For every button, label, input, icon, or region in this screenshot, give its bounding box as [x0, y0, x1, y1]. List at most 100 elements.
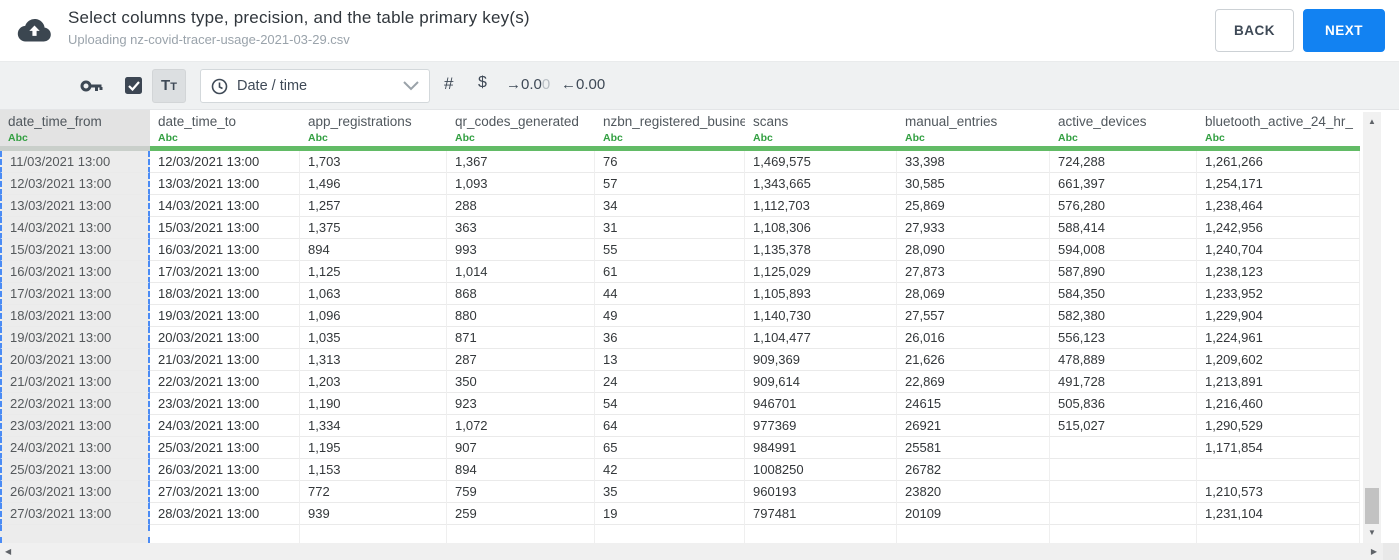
- primary-key-icon[interactable]: [79, 75, 104, 102]
- table-cell[interactable]: 1,104,477: [745, 327, 897, 349]
- table-cell[interactable]: [595, 525, 745, 543]
- table-cell[interactable]: 25/03/2021 13:00: [150, 437, 300, 459]
- table-cell[interactable]: 923: [447, 393, 595, 415]
- table-cell[interactable]: 1,014: [447, 261, 595, 283]
- table-cell[interactable]: 1,210,573: [1197, 481, 1360, 503]
- table-cell[interactable]: 26921: [897, 415, 1050, 437]
- table-cell[interactable]: 22/03/2021 13:00: [150, 371, 300, 393]
- table-cell[interactable]: 1,224,961: [1197, 327, 1360, 349]
- table-cell[interactable]: 34: [595, 195, 745, 217]
- column-header[interactable]: qr_codes_generated Abc: [447, 110, 595, 151]
- table-cell[interactable]: 23820: [897, 481, 1050, 503]
- table-cell[interactable]: [897, 525, 1050, 543]
- table-cell[interactable]: 1,703: [300, 151, 447, 173]
- table-cell[interactable]: 14/03/2021 13:00: [0, 217, 150, 239]
- table-cell[interactable]: 993: [447, 239, 595, 261]
- table-cell[interactable]: 288: [447, 195, 595, 217]
- table-cell[interactable]: 907: [447, 437, 595, 459]
- table-cell[interactable]: 505,836: [1050, 393, 1197, 415]
- table-cell[interactable]: [0, 525, 150, 543]
- table-cell[interactable]: 26/03/2021 13:00: [0, 481, 150, 503]
- table-cell[interactable]: 24615: [897, 393, 1050, 415]
- table-cell[interactable]: [150, 525, 300, 543]
- table-cell[interactable]: 478,889: [1050, 349, 1197, 371]
- table-cell[interactable]: 15/03/2021 13:00: [150, 217, 300, 239]
- column-header[interactable]: active_devices Abc: [1050, 110, 1197, 151]
- table-cell[interactable]: 49: [595, 305, 745, 327]
- table-cell[interactable]: 25581: [897, 437, 1050, 459]
- table-cell[interactable]: 1,063: [300, 283, 447, 305]
- table-cell[interactable]: 582,380: [1050, 305, 1197, 327]
- table-cell[interactable]: 16/03/2021 13:00: [150, 239, 300, 261]
- table-cell[interactable]: [745, 525, 897, 543]
- table-cell[interactable]: 576,280: [1050, 195, 1197, 217]
- table-cell[interactable]: 33,398: [897, 151, 1050, 173]
- table-cell[interactable]: 1,190: [300, 393, 447, 415]
- vertical-scrollbar[interactable]: ▲ ▼: [1363, 112, 1381, 543]
- table-cell[interactable]: 1,125,029: [745, 261, 897, 283]
- table-cell[interactable]: 1,334: [300, 415, 447, 437]
- column-header[interactable]: bluetooth_active_24_hr_ Abc: [1197, 110, 1360, 151]
- table-cell[interactable]: 1,112,703: [745, 195, 897, 217]
- table-cell[interactable]: 1,108,306: [745, 217, 897, 239]
- table-cell[interactable]: 797481: [745, 503, 897, 525]
- table-cell[interactable]: 24/03/2021 13:00: [150, 415, 300, 437]
- table-cell[interactable]: 1,216,460: [1197, 393, 1360, 415]
- table-cell[interactable]: 1,233,952: [1197, 283, 1360, 305]
- table-cell[interactable]: 1,153: [300, 459, 447, 481]
- table-cell[interactable]: 16/03/2021 13:00: [0, 261, 150, 283]
- column-header[interactable]: app_registrations Abc: [300, 110, 447, 151]
- scroll-left-arrow-icon[interactable]: ◀: [5, 547, 12, 556]
- table-cell[interactable]: 1,096: [300, 305, 447, 327]
- table-cell[interactable]: 27,557: [897, 305, 1050, 327]
- table-cell[interactable]: 18/03/2021 13:00: [0, 305, 150, 327]
- table-cell[interactable]: 13/03/2021 13:00: [150, 173, 300, 195]
- column-header[interactable]: scans Abc: [745, 110, 897, 151]
- table-cell[interactable]: 1,072: [447, 415, 595, 437]
- table-cell[interactable]: 977369: [745, 415, 897, 437]
- table-cell[interactable]: 1,469,575: [745, 151, 897, 173]
- table-cell[interactable]: 18/03/2021 13:00: [150, 283, 300, 305]
- table-cell[interactable]: 28,090: [897, 239, 1050, 261]
- column-selected-checkbox[interactable]: [125, 77, 142, 94]
- table-cell[interactable]: 57: [595, 173, 745, 195]
- table-cell[interactable]: 22,869: [897, 371, 1050, 393]
- table-cell[interactable]: 25/03/2021 13:00: [0, 459, 150, 481]
- table-cell[interactable]: 1,238,464: [1197, 195, 1360, 217]
- table-cell[interactable]: 1,261,266: [1197, 151, 1360, 173]
- table-cell[interactable]: 1,343,665: [745, 173, 897, 195]
- table-cell[interactable]: 1,209,602: [1197, 349, 1360, 371]
- number-type-button[interactable]: #: [444, 74, 454, 93]
- scroll-down-arrow-icon[interactable]: ▼: [1368, 528, 1376, 537]
- table-cell[interactable]: 491,728: [1050, 371, 1197, 393]
- table-cell[interactable]: 772: [300, 481, 447, 503]
- table-cell[interactable]: 24/03/2021 13:00: [0, 437, 150, 459]
- table-cell[interactable]: 984991: [745, 437, 897, 459]
- column-header[interactable]: date_time_to Abc: [150, 110, 300, 151]
- table-cell[interactable]: 287: [447, 349, 595, 371]
- table-cell[interactable]: 1,171,854: [1197, 437, 1360, 459]
- table-cell[interactable]: 894: [300, 239, 447, 261]
- table-cell[interactable]: 587,890: [1050, 261, 1197, 283]
- table-cell[interactable]: [300, 525, 447, 543]
- table-cell[interactable]: 1,257: [300, 195, 447, 217]
- table-cell[interactable]: 880: [447, 305, 595, 327]
- table-cell[interactable]: 1,125: [300, 261, 447, 283]
- table-cell[interactable]: 23/03/2021 13:00: [0, 415, 150, 437]
- table-cell[interactable]: 35: [595, 481, 745, 503]
- table-cell[interactable]: 19/03/2021 13:00: [0, 327, 150, 349]
- table-cell[interactable]: 12/03/2021 13:00: [0, 173, 150, 195]
- table-cell[interactable]: 12/03/2021 13:00: [150, 151, 300, 173]
- table-cell[interactable]: 20/03/2021 13:00: [0, 349, 150, 371]
- table-cell[interactable]: 61: [595, 261, 745, 283]
- table-cell[interactable]: 909,614: [745, 371, 897, 393]
- table-cell[interactable]: 1,035: [300, 327, 447, 349]
- table-cell[interactable]: 13/03/2021 13:00: [0, 195, 150, 217]
- table-cell[interactable]: 1,238,123: [1197, 261, 1360, 283]
- table-cell[interactable]: 11/03/2021 13:00: [0, 151, 150, 173]
- table-cell[interactable]: 946701: [745, 393, 897, 415]
- table-cell[interactable]: 1,105,893: [745, 283, 897, 305]
- table-cell[interactable]: 22/03/2021 13:00: [0, 393, 150, 415]
- table-cell[interactable]: 584,350: [1050, 283, 1197, 305]
- column-header[interactable]: manual_entries Abc: [897, 110, 1050, 151]
